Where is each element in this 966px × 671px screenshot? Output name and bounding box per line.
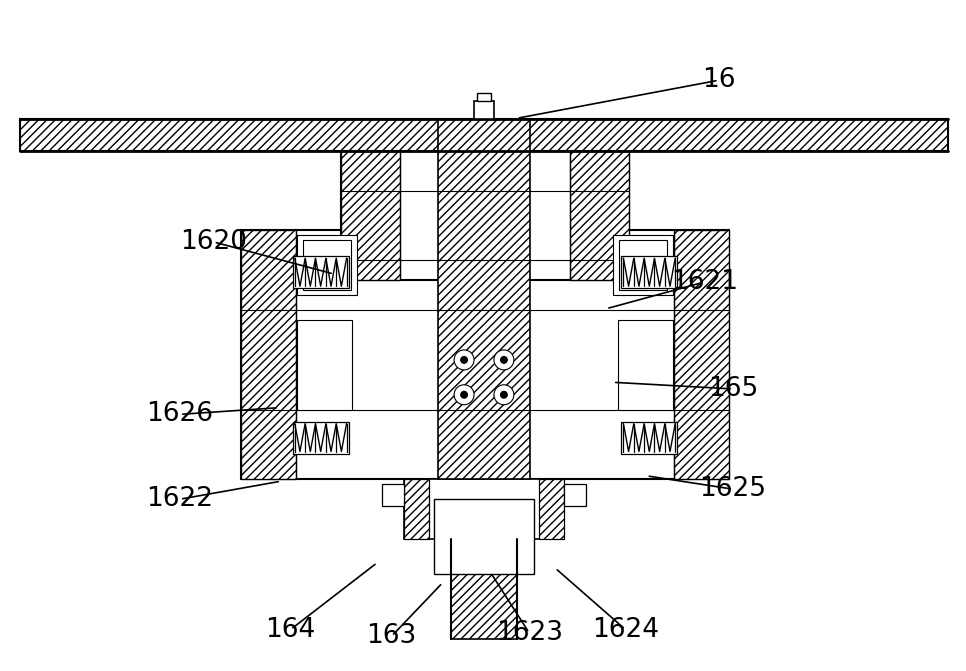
Bar: [405, 479, 564, 539]
Bar: [302, 240, 351, 290]
Bar: [619, 240, 668, 290]
Bar: [434, 499, 534, 574]
Bar: [297, 236, 356, 295]
Bar: [20, 119, 948, 151]
Text: 1620: 1620: [180, 229, 247, 255]
Text: 1623: 1623: [496, 620, 562, 646]
Bar: [621, 421, 677, 454]
Bar: [293, 421, 349, 454]
Circle shape: [460, 391, 469, 399]
Bar: [341, 151, 400, 280]
Bar: [621, 256, 677, 289]
Bar: [564, 484, 585, 507]
Bar: [241, 230, 729, 479]
Text: 163: 163: [366, 623, 416, 650]
Text: 165: 165: [708, 376, 758, 402]
Bar: [539, 479, 564, 539]
Circle shape: [500, 356, 508, 364]
Circle shape: [460, 356, 469, 364]
Bar: [674, 230, 729, 479]
Bar: [297, 320, 352, 410]
Bar: [570, 151, 630, 280]
Text: 1625: 1625: [699, 476, 767, 502]
Circle shape: [454, 350, 474, 370]
Circle shape: [494, 350, 514, 370]
Bar: [477, 93, 491, 101]
Bar: [383, 484, 405, 507]
Circle shape: [454, 384, 474, 405]
Text: 1624: 1624: [592, 617, 659, 643]
Bar: [474, 101, 494, 119]
Text: 1621: 1621: [670, 269, 738, 295]
Bar: [613, 236, 673, 295]
Text: 164: 164: [266, 617, 316, 643]
Bar: [618, 320, 673, 410]
Text: 16: 16: [702, 67, 735, 93]
Bar: [451, 539, 517, 639]
Text: 1626: 1626: [147, 401, 213, 427]
Circle shape: [494, 384, 514, 405]
Bar: [293, 256, 349, 289]
Bar: [439, 119, 529, 479]
Bar: [241, 230, 296, 479]
Circle shape: [500, 391, 508, 399]
Bar: [341, 151, 630, 280]
Bar: [405, 479, 429, 539]
Text: 1622: 1622: [147, 486, 213, 512]
